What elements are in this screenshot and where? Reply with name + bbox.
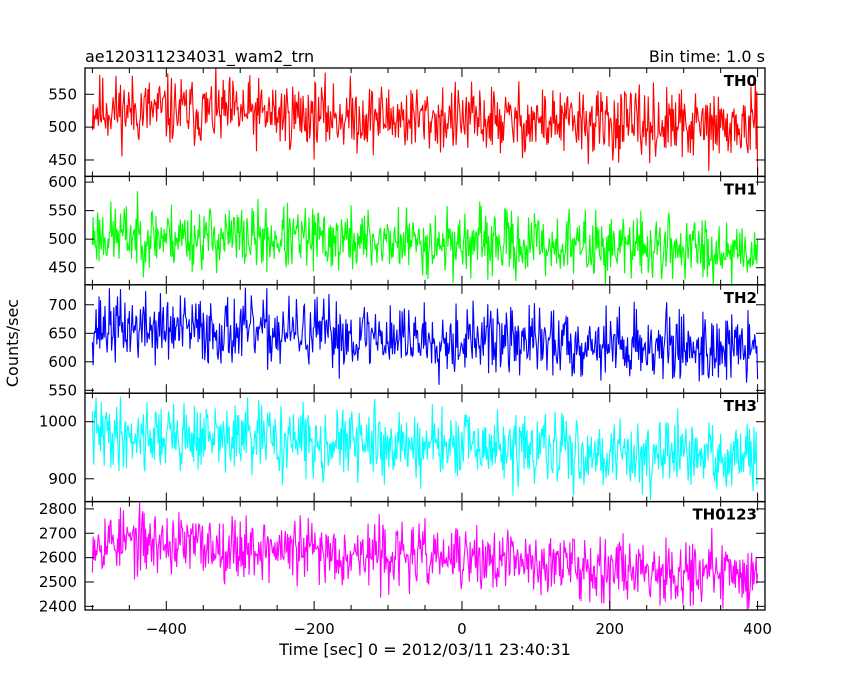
y-tick-label: 2500	[39, 573, 77, 591]
y-tick-label: 1000	[39, 413, 77, 431]
y-tick-label: 450	[48, 151, 77, 169]
panel-th0: 450 500 550 TH0	[48, 67, 766, 178]
y-tick-label: 450	[48, 259, 77, 277]
series-line-th3	[91, 396, 759, 500]
chart-title-right: Bin time: 1.0 s	[649, 47, 765, 66]
panel-th0123: 2400 2500 2600 2700 2800 TH0123	[39, 500, 766, 615]
panel-label: TH1	[724, 180, 757, 198]
x-tick-label: −200	[294, 620, 335, 638]
y-tick-label: 2400	[39, 597, 77, 615]
x-tick-label: 0	[457, 620, 467, 638]
panel-frame	[84, 500, 766, 611]
y-tick-label: 500	[48, 118, 77, 136]
y-tick-label: 600	[48, 353, 77, 371]
y-tick-label: 2800	[39, 500, 77, 518]
chart-title-left: ae120311234031_wam2_trn	[85, 47, 314, 67]
y-tick-label: 500	[48, 230, 77, 248]
x-tick-label: 400	[743, 620, 772, 638]
y-tick-label: 2700	[39, 524, 77, 542]
series-line-th0123	[91, 502, 759, 611]
y-tick-label: 650	[48, 324, 77, 342]
y-tick-label: 550	[48, 202, 77, 220]
series-line-th2	[91, 287, 759, 385]
y-tick-label: 550	[48, 85, 77, 103]
y-tick-label: 600	[48, 173, 77, 191]
y-tick-label: 550	[48, 381, 77, 399]
panel-label: TH0	[724, 72, 757, 90]
y-tick-label: 900	[48, 470, 77, 488]
panels-group: 450 500 550 TH0 450 500 550 600 TH1 550 600 650 700 T…	[39, 67, 772, 638]
panel-th3: 900 1000 TH3	[39, 392, 766, 503]
panel-label: TH3	[724, 397, 757, 415]
x-axis-label: Time [sec] 0 = 2012/03/11 23:40:31	[278, 640, 571, 659]
x-tick-label: −400	[146, 620, 187, 638]
panel-label: TH2	[724, 289, 757, 307]
y-tick-label: 700	[48, 296, 77, 314]
series-line-th0	[91, 68, 759, 175]
series-line-th1	[91, 191, 759, 285]
y-tick-label: 2600	[39, 549, 77, 567]
y-axis-label: Counts/sec	[3, 299, 22, 387]
x-tick-label: 200	[595, 620, 624, 638]
panel-th2: 550 600 650 700 TH2	[48, 284, 766, 399]
panel-label: TH0123	[692, 506, 757, 524]
panel-th1: 450 500 550 600 TH1	[48, 173, 766, 286]
